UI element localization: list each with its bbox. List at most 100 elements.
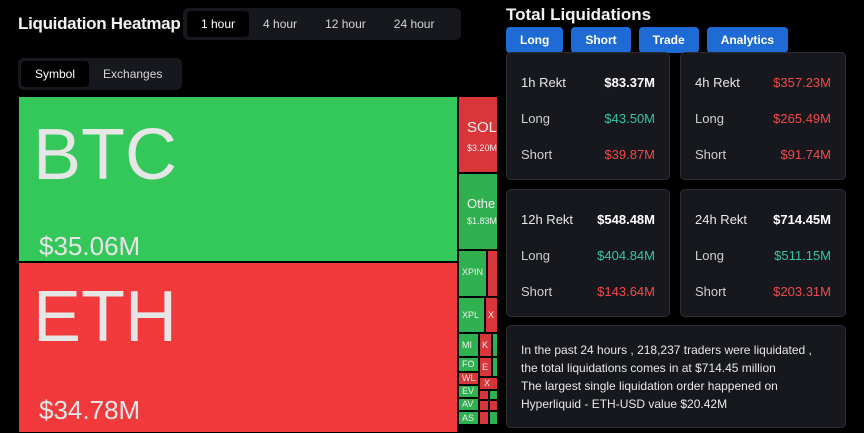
heatmap-cell-small[interactable] (479, 390, 489, 400)
heatmap-cell-small[interactable] (479, 411, 489, 425)
heatmap-cell-small[interactable] (492, 333, 498, 357)
card-header-row: 24h Rekt $714.45M (695, 212, 831, 227)
summary-line: Hyperliquid - ETH-USD value $20.42M (521, 397, 728, 411)
time-range-tabs: 1 hour 4 hour 12 hour 24 hour (183, 8, 461, 40)
cell-symbol: X (484, 378, 491, 388)
heatmap-cell-small[interactable] (492, 357, 498, 377)
long-value: $265.49M (773, 111, 831, 126)
summary-line: The largest single liquidation order hap… (521, 379, 778, 393)
heatmap-cell-fo[interactable]: FO (458, 357, 479, 372)
card-header: 1h Rekt (521, 75, 566, 90)
rekt-card-1h: 1h Rekt $83.37M Long $43.50M Short $39.8… (506, 52, 670, 180)
heatmap-cell-small[interactable] (489, 400, 498, 411)
cell-symbol: AV (462, 399, 474, 409)
summary-line: the total liquidations comes in at $714.… (521, 361, 776, 375)
rekt-card-12h: 12h Rekt $548.48M Long $404.84M Short $1… (506, 189, 670, 317)
heatmap-cell-btc[interactable]: BTC $35.06M (18, 96, 458, 262)
cell-value: $35.06M (39, 231, 141, 261)
card-long-row: Long $265.49M (695, 111, 831, 126)
long-button[interactable]: Long (506, 27, 564, 53)
tab-4-hour[interactable]: 4 hour (263, 17, 298, 31)
card-header-row: 12h Rekt $548.48M (521, 212, 655, 227)
card-total: $357.23M (773, 75, 831, 90)
card-short-row: Short $39.87M (521, 147, 655, 162)
heatmap-cell-sol[interactable]: SOL $3.20M (458, 96, 498, 173)
card-header: 24h Rekt (695, 212, 748, 227)
tab-symbol[interactable]: Symbol (21, 61, 90, 87)
short-value: $91.74M (780, 147, 831, 162)
short-value: $39.87M (604, 147, 655, 162)
liquidation-heatmap: BTC $35.06M ETH $34.78M SOL $3.20M Othe … (18, 96, 498, 433)
card-long-row: Long $404.84M (521, 248, 655, 263)
heatmap-cell-x2[interactable]: X (479, 377, 498, 390)
heatmap-title: Liquidation Heatmap (18, 14, 181, 33)
long-label: Long (521, 111, 550, 126)
cell-symbol: AS (462, 413, 475, 423)
short-label: Short (521, 284, 553, 299)
card-long-row: Long $43.50M (521, 111, 655, 126)
heatmap-cell-small[interactable] (479, 400, 489, 411)
cell-symbol: ETH (33, 277, 177, 357)
card-short-row: Short $203.31M (695, 284, 831, 299)
total-liquidations-title: Total Liquidations (506, 5, 652, 24)
heatmap-cell-mi[interactable]: MI (458, 333, 479, 357)
cell-symbol: WL (462, 373, 476, 383)
short-value: $143.64M (597, 284, 655, 299)
card-header-row: 1h Rekt $83.37M (521, 75, 655, 90)
card-total: $714.45M (773, 212, 831, 227)
heatmap-cell-e[interactable]: E (479, 357, 492, 377)
heatmap-cell-xpl[interactable]: XPL (458, 297, 485, 333)
heatmap-cell-small[interactable] (487, 250, 498, 297)
short-label: Short (695, 147, 727, 162)
short-label: Short (695, 284, 727, 299)
liquidation-summary: In the past 24 hours , 218,237 traders w… (506, 325, 846, 428)
tab-1-hour[interactable]: 1 hour (187, 11, 250, 37)
short-value: $203.31M (773, 284, 831, 299)
card-short-row: Short $91.74M (695, 147, 831, 162)
card-long-row: Long $511.15M (695, 248, 831, 263)
rekt-card-24h: 24h Rekt $714.45M Long $511.15M Short $2… (680, 189, 846, 317)
tab-exchanges[interactable]: Exchanges (103, 67, 163, 81)
rekt-card-4h: 4h Rekt $357.23M Long $265.49M Short $91… (680, 52, 846, 180)
cell-symbol: MI (462, 340, 472, 350)
card-total: $548.48M (597, 212, 655, 227)
cell-value: $3.20M (467, 143, 498, 153)
tab-12-hour[interactable]: 12 hour (325, 17, 366, 31)
card-header-row: 4h Rekt $357.23M (695, 75, 831, 90)
cell-symbol: K (482, 340, 489, 350)
cell-symbol: XPIN (462, 267, 484, 277)
heatmap-cell-x[interactable]: X (485, 297, 498, 333)
view-tabs: Symbol Exchanges (18, 58, 182, 90)
summary-line: In the past 24 hours , 218,237 traders w… (521, 343, 812, 357)
cell-symbol: EV (462, 386, 475, 396)
cell-symbol: E (482, 362, 489, 372)
cell-symbol: FO (462, 359, 475, 369)
action-buttons: Long Short Trade Analytics (506, 27, 789, 53)
heatmap-cell-av[interactable]: AV (458, 398, 479, 411)
short-button[interactable]: Short (571, 27, 631, 53)
cell-symbol: BTC (33, 115, 177, 195)
long-value: $404.84M (597, 248, 655, 263)
long-value: $43.50M (604, 111, 655, 126)
cell-symbol: SOL (467, 119, 498, 136)
heatmap-cell-wl[interactable]: WL (458, 372, 479, 385)
cell-symbol: X (488, 310, 495, 320)
long-label: Long (695, 248, 724, 263)
heatmap-cell-as[interactable]: AS (458, 411, 479, 425)
analytics-button[interactable]: Analytics (706, 27, 789, 53)
tab-24-hour[interactable]: 24 hour (393, 17, 435, 31)
heatmap-cell-ev[interactable]: EV (458, 385, 479, 398)
cell-symbol: Othe (467, 196, 496, 211)
heatmap-cell-k[interactable]: K (479, 333, 492, 357)
cell-symbol: XPL (462, 310, 480, 320)
card-short-row: Short $143.64M (521, 284, 655, 299)
heatmap-cell-other[interactable]: Othe $1.83M (458, 173, 498, 250)
short-label: Short (521, 147, 553, 162)
heatmap-cell-eth[interactable]: ETH $34.78M (18, 262, 458, 433)
trade-button[interactable]: Trade (638, 27, 699, 53)
heatmap-cell-small[interactable] (489, 390, 498, 400)
card-total: $83.37M (604, 75, 655, 90)
heatmap-cell-small[interactable] (489, 411, 498, 425)
card-header: 4h Rekt (695, 75, 740, 90)
heatmap-cell-xpin[interactable]: XPIN (458, 250, 487, 297)
